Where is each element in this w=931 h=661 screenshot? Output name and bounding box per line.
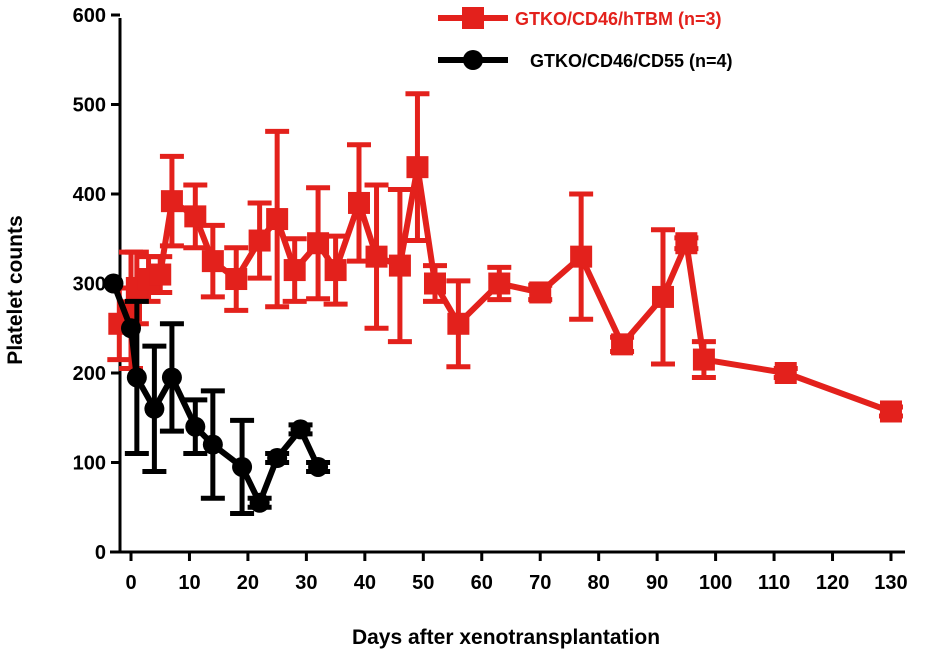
data-point — [266, 208, 289, 231]
x-tick-label: 130 — [874, 572, 907, 594]
y-tick-label: 0 — [95, 542, 106, 564]
y-tick-label: 400 — [73, 184, 106, 206]
data-point — [388, 254, 411, 277]
data-point — [290, 419, 311, 440]
y-tick-label: 500 — [73, 95, 106, 117]
data-point — [651, 285, 674, 308]
y-ticks: 0 100 200 300 400 500 600 — [73, 5, 120, 564]
data-point — [406, 156, 429, 179]
legend-marker — [463, 50, 483, 70]
y-tick-label: 600 — [73, 5, 106, 27]
legend-label: GTKO/CD46/hTBM (n=3) — [515, 9, 722, 29]
y-tick-label: 100 — [73, 453, 106, 475]
legend: GTKO/CD46/hTBM (n=3) GTKO/CD46/CD55 (n=4) — [438, 7, 733, 71]
y-axis-title: Platelet counts — [4, 215, 27, 364]
data-point — [225, 268, 248, 291]
data-point — [149, 263, 172, 286]
series-1 — [103, 273, 331, 517]
x-tick-label: 90 — [646, 572, 668, 594]
x-tick-label: 20 — [237, 572, 259, 594]
x-tick-label: 100 — [699, 572, 732, 594]
x-ticks: 0 10 20 30 40 50 60 70 80 90 100 110 120 130 — [125, 552, 908, 594]
data-point — [447, 312, 470, 335]
x-tick-label: 60 — [471, 572, 493, 594]
data-point — [121, 318, 141, 339]
data-point — [675, 232, 698, 255]
series-0 — [107, 91, 903, 423]
data-point — [201, 250, 224, 273]
x-tick-label: 110 — [758, 572, 790, 594]
data-point — [529, 281, 552, 304]
legend-item-1: GTKO/CD46/CD55 (n=4) — [438, 50, 733, 71]
data-point — [308, 456, 329, 477]
data-point — [774, 362, 797, 384]
legend-item-0: GTKO/CD46/hTBM (n=3) — [438, 7, 722, 29]
y-tick-label: 200 — [73, 363, 106, 385]
data-point — [144, 398, 165, 419]
y-tick-label: 300 — [73, 274, 106, 296]
x-tick-label: 0 — [125, 572, 136, 594]
data-point — [184, 205, 207, 228]
data-point — [160, 190, 183, 213]
data-point — [283, 259, 306, 282]
data-point — [879, 400, 902, 423]
x-tick-label: 10 — [178, 572, 200, 594]
data-point — [249, 492, 270, 513]
data-point — [161, 367, 182, 388]
data-point — [692, 348, 715, 371]
data-point — [126, 367, 147, 388]
data-point — [347, 191, 370, 214]
x-tick-label: 50 — [412, 572, 434, 594]
data-point — [324, 259, 347, 282]
x-tick-label: 80 — [588, 572, 610, 594]
legend-label: GTKO/CD46/CD55 (n=4) — [530, 51, 733, 71]
data-point — [185, 416, 206, 437]
x-tick-label: 70 — [529, 572, 551, 594]
data-point — [307, 232, 330, 255]
series-layer — [103, 91, 903, 517]
x-tick-label: 30 — [295, 572, 317, 594]
legend-marker — [462, 7, 484, 29]
data-point — [423, 272, 446, 295]
data-point — [570, 245, 593, 268]
data-point — [103, 273, 124, 294]
data-point — [248, 229, 271, 252]
data-point — [365, 245, 388, 268]
data-point — [202, 434, 223, 455]
data-point — [267, 448, 288, 469]
data-point — [611, 333, 634, 356]
data-point — [488, 272, 511, 295]
x-tick-label: 120 — [816, 572, 849, 594]
x-axis-title: Days after xenotransplantation — [352, 626, 660, 649]
x-tick-label: 40 — [354, 572, 376, 594]
data-point — [232, 456, 253, 477]
